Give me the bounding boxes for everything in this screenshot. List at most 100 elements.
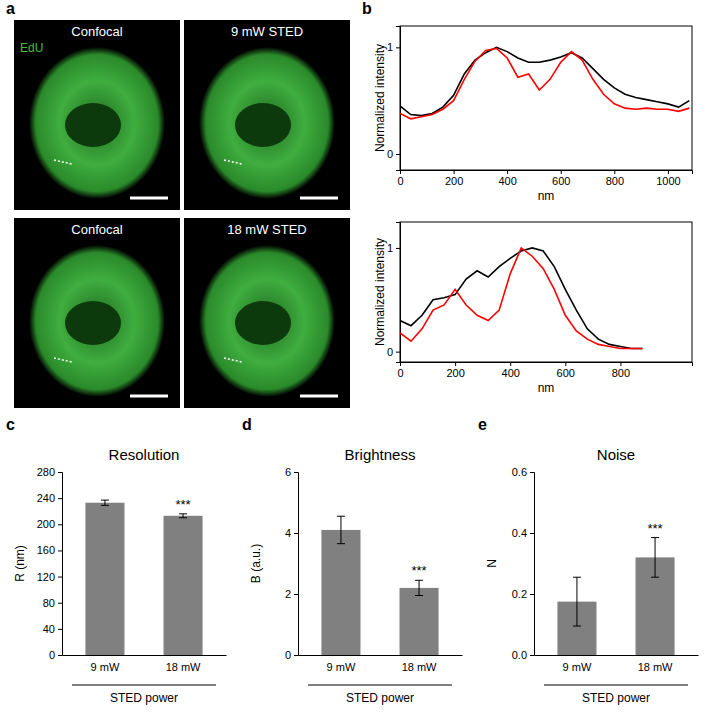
y-axis: 01 [387,27,401,171]
tick-mark [58,472,62,473]
image-label: Confocal [71,24,122,39]
tick-label: 0 [387,148,393,160]
tick-mark [614,170,615,174]
tick-label: 1000 [656,175,680,187]
tick-mark [396,47,400,48]
x-axis: 9 mW 18 mW [299,655,463,673]
tick-mark [510,362,511,366]
bar [321,530,360,655]
error-cap [573,577,581,578]
figure: abcdeConfocal9 mW STEDConfocal18 mW STED… [0,0,708,725]
tick-label: 40 [43,623,55,635]
tick-label: 9 mW [91,661,120,673]
bar-chart: 9 mW18 mW0246***BrightnessB (a.u.)STED p… [249,446,463,705]
line-chart: 020040060080001nmNormalized intensity [373,222,693,395]
nucleolus [65,301,121,345]
tick: 0.0 [512,649,534,661]
chart-title: Resolution [109,446,180,463]
error-bar [101,500,109,505]
tick: 0 [387,148,400,160]
tick-mark [454,170,455,174]
tick-mark [396,352,400,353]
tick-mark [294,594,298,595]
tick-label: 0 [397,367,403,379]
tick: 600 [557,362,575,379]
image-tile: 18 mW STED [184,218,350,408]
plot-area [85,500,202,655]
annotation: *** [411,563,426,578]
tick: 0.6 [512,466,534,478]
profile-line [224,160,242,164]
profile-line [400,47,689,115]
tick: 18 mW [402,655,437,673]
tick: 160 [37,544,62,556]
tick-label: 1 [387,41,393,53]
tick-label: 280 [37,466,55,478]
plot-frame [400,222,692,362]
channel-label: EdU [20,41,43,55]
tick: 1000 [656,170,680,187]
bar-chart: 9 mW18 mW04080120160200240280***Resoluti… [13,446,227,705]
error-bar [179,514,187,518]
error-stem [183,514,184,518]
error-stem [104,500,105,505]
group-rule [308,685,452,686]
tick-label: 800 [606,175,624,187]
tick-label: 18 mW [166,661,201,673]
tick-label: 9 mW [327,661,356,673]
image-label: Confocal [71,222,122,237]
plot-area [400,47,689,118]
error-cap [179,517,187,518]
tick: 0 [49,649,62,661]
plot-area [400,248,642,349]
y-axis-title: N [485,559,499,568]
tick-mark [58,550,62,551]
line-chart: 0200400600800100001nmNormalized intensit… [373,26,693,203]
tick-label: 0 [285,649,291,661]
x-axis: 0200400600800 [397,362,692,379]
y-axis-title: Normalized intensity [373,238,387,346]
tick-label: 400 [498,175,516,187]
tick-mark [668,170,669,174]
error-cap [573,626,581,627]
tick: 400 [498,170,516,187]
x-axis: 9 mW 18 mW [63,655,227,673]
tick-mark [58,603,62,604]
scale-bar [300,395,338,398]
tick-label: 240 [37,492,55,504]
error-cap [101,500,109,501]
tick-label: 400 [502,367,520,379]
tick: 200 [445,170,463,187]
cell [29,47,165,199]
image-label: 9 mW STED [231,24,303,39]
tick-mark [396,248,400,249]
tick-mark [294,533,298,534]
tick: 280 [37,466,62,478]
plot-area [321,516,438,655]
error-cap [651,577,659,578]
tick-label: 1 [387,242,393,254]
tick-mark [530,594,534,595]
tick: 800 [606,170,624,187]
x-axis-title: STED power [346,691,414,705]
panel-label: b [362,0,372,17]
profile-line [54,160,72,164]
cell [199,47,335,199]
cell [29,245,165,397]
image-tile: Confocal [14,218,180,408]
panel-label: e [478,416,487,433]
image [184,20,350,210]
error-bar [337,516,345,543]
profile-line [400,248,642,349]
tick-label: 120 [37,571,55,583]
panel-label: d [242,416,252,433]
axis-line [396,223,401,363]
y-axis-title: R (nm) [13,545,27,582]
tick-label: 0.6 [512,466,527,478]
error-cap [337,543,345,544]
tick-label: 18 mW [638,661,673,673]
tick: 0 [397,362,403,379]
chart-title: Noise [597,446,635,463]
image-tile: 9 mW STED [184,20,350,210]
tick-label: 0 [397,175,403,187]
